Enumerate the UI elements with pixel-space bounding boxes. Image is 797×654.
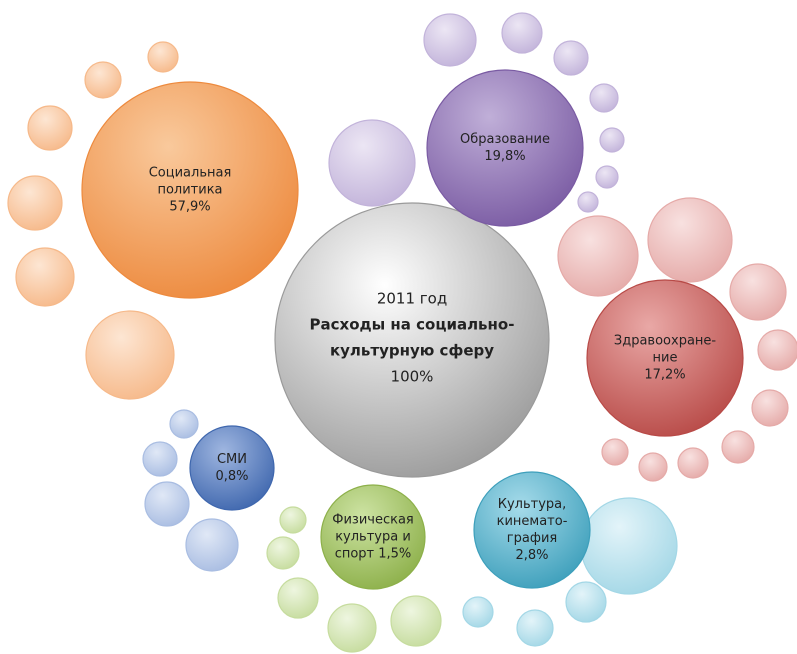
- center-bubble: [274, 202, 550, 478]
- satellite-bubble: [327, 603, 377, 653]
- bubble-label: ние: [653, 351, 678, 366]
- satellite-bubble: [565, 581, 607, 623]
- satellite-bubble: [144, 481, 190, 527]
- bubble-label: графия: [507, 531, 557, 546]
- satellite-bubble: [147, 41, 179, 73]
- satellite-bubble: [580, 497, 678, 595]
- satellite-bubble: [27, 105, 73, 151]
- satellite-bubble: [589, 83, 619, 113]
- satellite-bubble: [266, 536, 300, 570]
- bubble-label: 57,9%: [169, 200, 210, 215]
- category-bubble: [426, 69, 584, 227]
- bubble-label: Здравоохране-: [614, 334, 717, 349]
- satellite-bubble: [277, 577, 319, 619]
- bubble-label: культурную сферу: [330, 342, 494, 360]
- satellite-bubble: [185, 518, 239, 572]
- satellite-bubble: [557, 215, 639, 297]
- category-bubble: [81, 81, 299, 299]
- bubble-label: Социальная: [149, 166, 232, 181]
- satellite-bubble: [595, 165, 619, 189]
- satellite-bubble: [7, 175, 63, 231]
- satellite-bubble: [577, 191, 599, 213]
- satellite-bubble: [84, 61, 122, 99]
- satellite-bubble: [516, 609, 554, 647]
- satellite-bubble: [647, 197, 733, 283]
- satellite-bubble: [638, 452, 668, 482]
- satellite-bubble: [553, 40, 589, 76]
- satellite-bubble: [142, 441, 178, 477]
- satellite-bubble: [279, 506, 307, 534]
- category-bubble: [586, 279, 744, 437]
- bubble-label: культура и: [335, 530, 411, 545]
- satellite-bubble: [751, 389, 789, 427]
- satellite-bubble: [423, 13, 477, 67]
- bubble-label: 17,2%: [644, 368, 685, 383]
- satellite-bubble: [501, 12, 543, 54]
- satellite-bubble: [729, 263, 787, 321]
- bubble-label: СМИ: [217, 452, 247, 467]
- satellite-bubble: [599, 127, 625, 153]
- satellite-bubble: [15, 247, 75, 307]
- bubble-label: спорт 1,5%: [335, 547, 412, 562]
- satellite-bubble: [390, 595, 442, 647]
- satellite-bubble: [757, 329, 797, 371]
- bubble-label: 19,8%: [484, 149, 525, 164]
- bubble-label: 100%: [391, 368, 434, 386]
- satellite-bubble: [169, 409, 199, 439]
- satellite-bubble: [677, 447, 709, 479]
- bubble-label: Культура,: [498, 497, 567, 512]
- category-bubble: [320, 484, 426, 590]
- satellite-bubble: [721, 430, 755, 464]
- bubble-label: 2011 год: [377, 290, 447, 308]
- bubble-label: кинемато-: [497, 514, 568, 529]
- bubble-label: Расходы на социально-: [310, 316, 515, 334]
- bubble-label: политика: [157, 183, 222, 198]
- category-bubble: [473, 471, 591, 589]
- bubble-label: 2,8%: [515, 548, 548, 563]
- satellite-bubble: [328, 119, 416, 207]
- bubble-label: Физическая: [332, 513, 413, 528]
- satellite-bubble: [462, 596, 494, 628]
- category-bubble: [189, 425, 275, 511]
- satellite-bubble: [85, 310, 175, 400]
- satellite-bubble: [601, 438, 629, 466]
- bubble-label: 0,8%: [215, 469, 248, 484]
- bubble-label: Образование: [460, 132, 550, 147]
